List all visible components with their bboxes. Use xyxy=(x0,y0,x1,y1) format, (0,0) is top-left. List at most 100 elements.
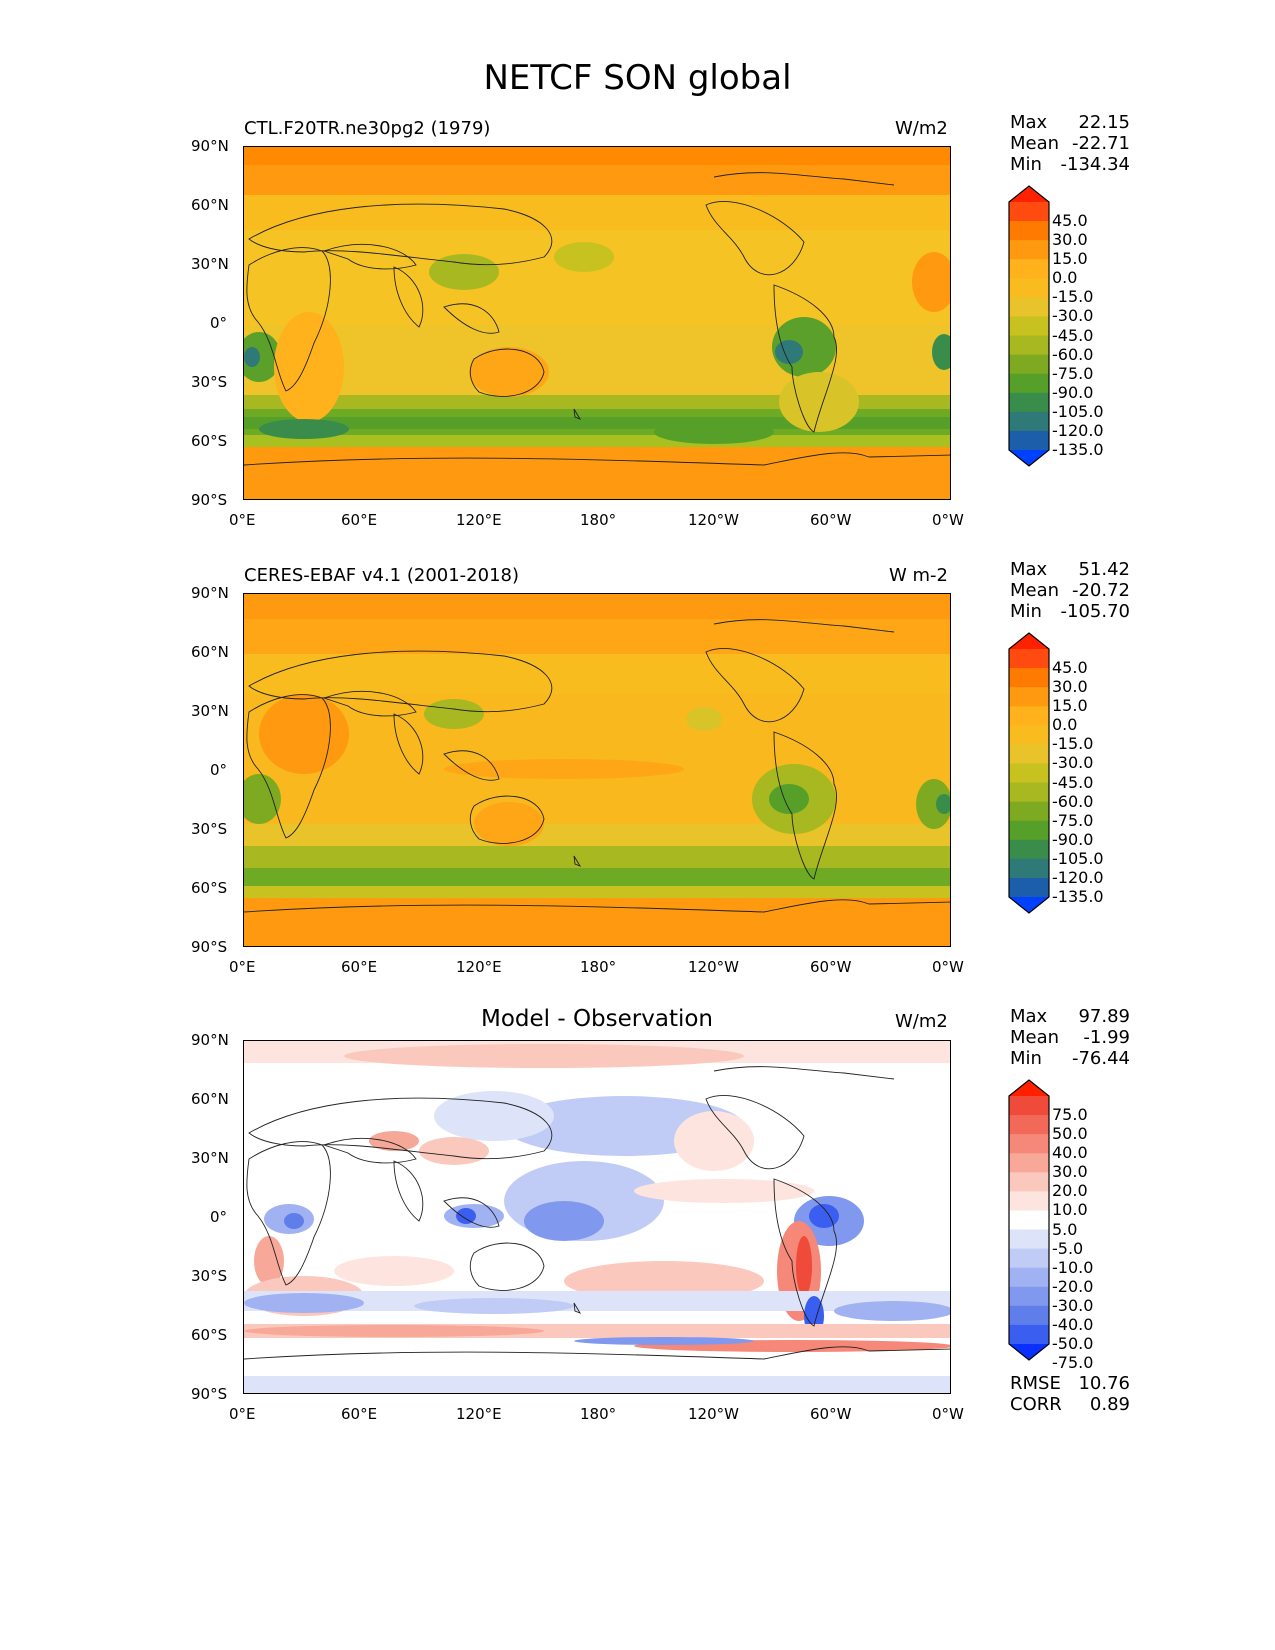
lon-tick: 0°E xyxy=(229,511,256,529)
lat-tick: 0° xyxy=(210,761,228,779)
lat-tick: 90°S xyxy=(191,491,228,509)
colorbar-segment xyxy=(1009,1324,1049,1345)
stat-min-value: -105.70 xyxy=(1060,601,1130,622)
lat-tick: 90°N xyxy=(191,584,229,602)
observation-map xyxy=(243,593,951,947)
colorbar-tick-label: 45.0 xyxy=(1052,211,1088,231)
model-map xyxy=(243,146,951,500)
colorbar-segment xyxy=(1009,240,1049,260)
panel-units: W m-2 xyxy=(889,565,949,586)
lon-tick: 180° xyxy=(580,958,617,976)
stat-mean-value: -20.72 xyxy=(1071,580,1130,601)
stat-max-value: 22.15 xyxy=(1078,112,1130,133)
colorbar-outline xyxy=(1008,632,1050,914)
colorbar-extend-max xyxy=(1009,1080,1049,1096)
lon-tick: 0°E xyxy=(229,1405,256,1423)
stat-mean-value: -22.71 xyxy=(1071,133,1130,154)
colorbar-tick-label: 10.0 xyxy=(1052,1200,1088,1220)
colorbar-tick-label: 20.0 xyxy=(1052,1181,1088,1201)
colorbar-tick-label: 30.0 xyxy=(1052,1162,1088,1182)
colorbar-tick-label: 30.0 xyxy=(1052,230,1088,250)
difference-map-field xyxy=(244,1041,950,1393)
stat-corr-label: CORR xyxy=(1010,1394,1062,1415)
colorbar-segment xyxy=(1009,858,1049,879)
difference-map xyxy=(243,1040,951,1394)
lat-tick: 60°N xyxy=(191,643,229,661)
colorbar-tick-label: 45.0 xyxy=(1052,658,1088,678)
colorbar-segment xyxy=(1009,668,1049,688)
colorbar-segment xyxy=(1009,278,1049,298)
lat-tick: 90°N xyxy=(191,1031,229,1049)
colorbar-outline xyxy=(1008,185,1050,467)
colorbar-graphic xyxy=(1008,1079,1050,1361)
colorbar-extend-min xyxy=(1009,1344,1049,1360)
colorbar-tick-label: -105.0 xyxy=(1052,848,1104,868)
colorbar-tick-label: -15.0 xyxy=(1052,734,1094,754)
lat-tick: 0° xyxy=(210,1208,228,1226)
stat-mean-value: -1.99 xyxy=(1083,1027,1130,1048)
colorbar-tick-label: -15.0 xyxy=(1052,287,1094,307)
colorbar-segment xyxy=(1009,1267,1049,1288)
lon-tick: 120°E xyxy=(456,958,502,976)
colorbar-extend-max xyxy=(1009,186,1049,202)
colorbar-segment xyxy=(1009,839,1049,860)
lat-tick: 90°S xyxy=(191,938,228,956)
lat-tick: 30°S xyxy=(191,1267,228,1285)
colorbar-segment xyxy=(1009,1286,1049,1307)
colorbar-tick-label: -120.0 xyxy=(1052,420,1104,440)
colorbar-tick-label: -10.0 xyxy=(1052,1257,1094,1277)
lat-tick: 30°N xyxy=(191,255,229,273)
model-map-field xyxy=(244,147,950,499)
panel-units: W/m2 xyxy=(895,1011,948,1032)
lat-tick: 60°N xyxy=(191,1090,229,1108)
colorbar-tick-label: 50.0 xyxy=(1052,1124,1088,1144)
observation-map-field xyxy=(244,594,950,946)
colorbar-tick-label: 75.0 xyxy=(1052,1105,1088,1125)
stat-mean-label: Mean xyxy=(1010,133,1060,154)
stat-max-value: 51.42 xyxy=(1078,559,1130,580)
colorbar-tick-label: -45.0 xyxy=(1052,325,1094,345)
colorbar-segment xyxy=(1009,782,1049,803)
colorbar-segment xyxy=(1009,202,1049,222)
lat-tick: 30°S xyxy=(191,820,228,838)
lon-tick: 120°W xyxy=(688,1405,739,1423)
colorbar-tick-label: -75.0 xyxy=(1052,810,1094,830)
colorbar-tick-label: -30.0 xyxy=(1052,306,1094,326)
lat-tick: 60°S xyxy=(191,879,228,897)
lat-tick: 90°S xyxy=(191,1385,228,1403)
lon-tick: 120°W xyxy=(688,511,739,529)
stat-corr-value: 0.89 xyxy=(1089,1394,1130,1415)
stat-min-label: Min xyxy=(1010,154,1042,175)
lon-tick: 60°E xyxy=(341,511,378,529)
colorbar-tick-label: -40.0 xyxy=(1052,1314,1094,1334)
lon-tick: 60°W xyxy=(810,1405,852,1423)
colorbar-segment xyxy=(1009,1115,1049,1135)
colorbar-tick-label: 30.0 xyxy=(1052,677,1088,697)
colorbar-tick-label: 0.0 xyxy=(1052,715,1078,735)
stat-max-label: Max xyxy=(1010,1006,1048,1027)
colorbar-segment xyxy=(1009,744,1049,764)
colorbar-tick-label: -5.0 xyxy=(1052,1238,1084,1258)
lon-tick: 120°E xyxy=(456,511,502,529)
colorbar-segment xyxy=(1009,430,1049,451)
colorbar-segment xyxy=(1009,221,1049,241)
colorbar-tick-label: -135.0 xyxy=(1052,887,1104,906)
colorbar-tick-label: -105.0 xyxy=(1052,401,1104,421)
colorbar-segment xyxy=(1009,1172,1049,1192)
colorbar-segment xyxy=(1009,649,1049,669)
colorbar-extend-max xyxy=(1009,633,1049,649)
colorbar-segment xyxy=(1009,1096,1049,1116)
colorbar-tick-label: 40.0 xyxy=(1052,1143,1088,1163)
colorbar-tick-label: -135.0 xyxy=(1052,440,1104,459)
colorbar-tick-label: -30.0 xyxy=(1052,1295,1094,1315)
panel-center-title: Model - Observation xyxy=(480,1006,714,1032)
stat-max-label: Max xyxy=(1010,559,1048,580)
lat-tick: 30°N xyxy=(191,1149,229,1167)
stat-max-value: 97.89 xyxy=(1078,1006,1130,1027)
colorbar-tick-label: -75.0 xyxy=(1052,363,1094,383)
colorbar-segment xyxy=(1009,1305,1049,1326)
colorbar-tick-label: -30.0 xyxy=(1052,753,1094,773)
stat-min-label: Min xyxy=(1010,1048,1042,1069)
colorbar-segment xyxy=(1009,1191,1049,1211)
colorbar-segment xyxy=(1009,259,1049,279)
